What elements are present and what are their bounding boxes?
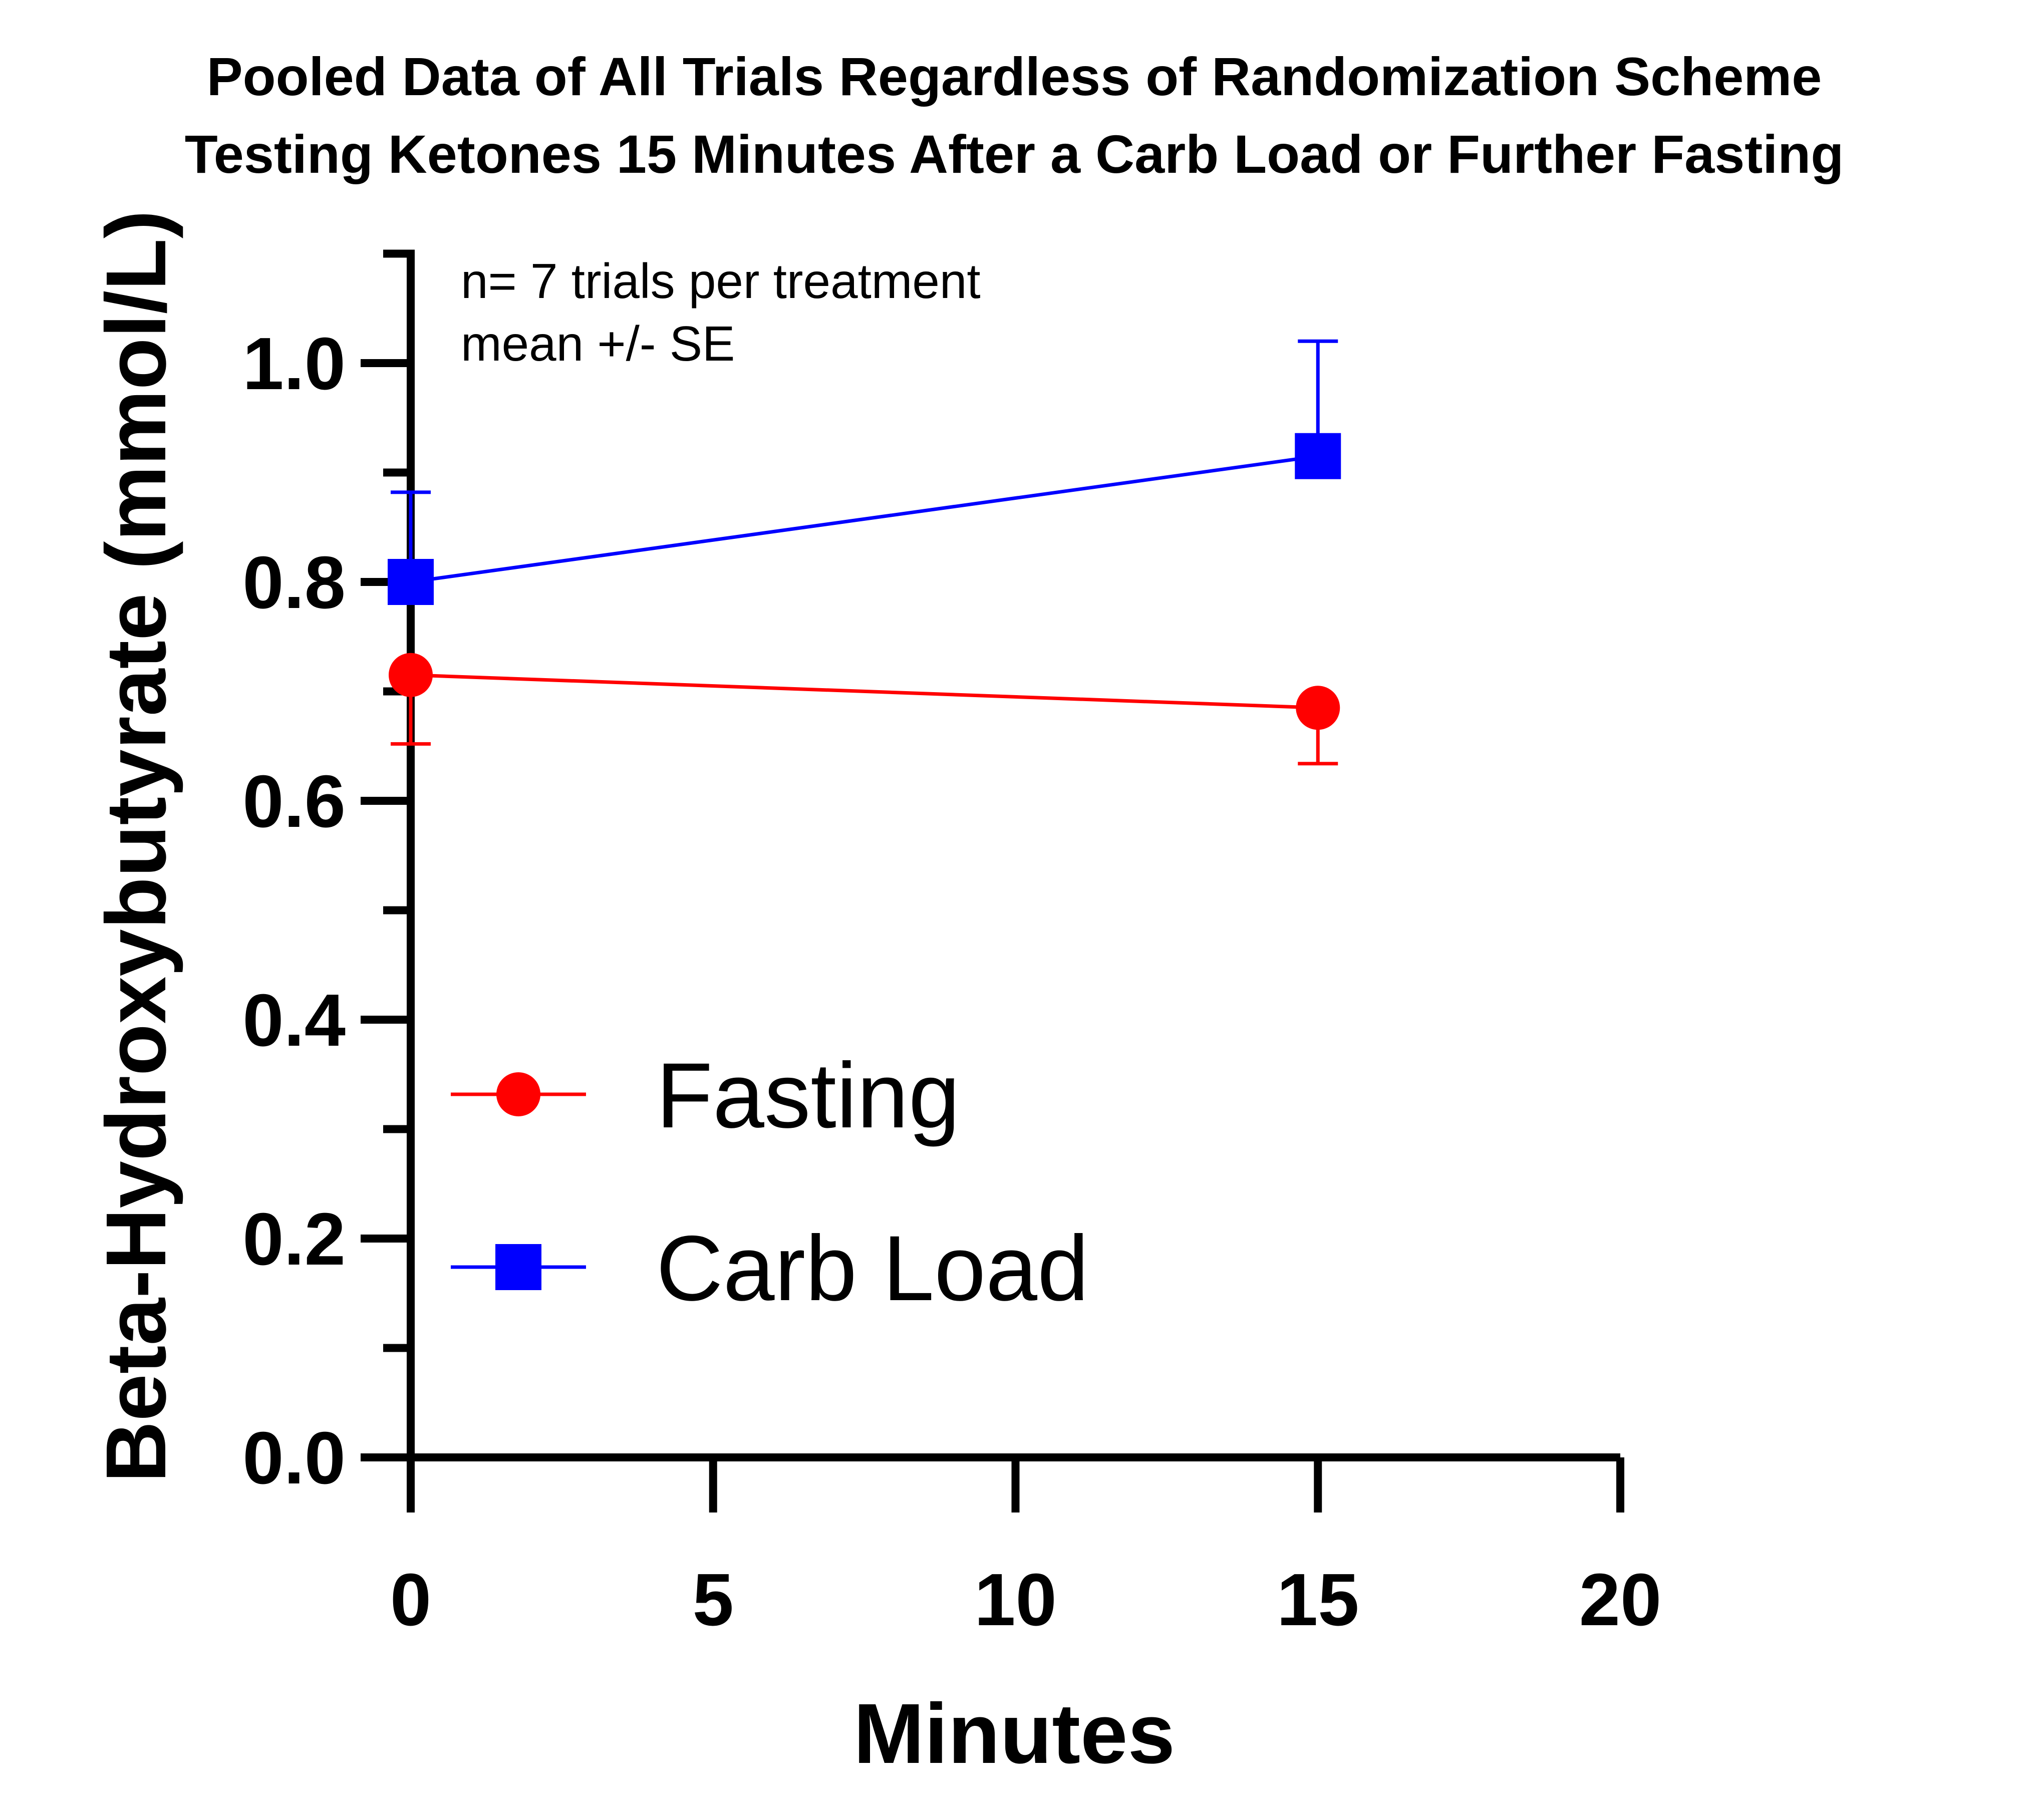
series-carb-load: [388, 339, 1341, 605]
series-line: [410, 673, 1318, 710]
x-axis-label: Minutes: [853, 1686, 1175, 1781]
series-line: [410, 454, 1318, 584]
annotation-line-2: mean +/- SE: [461, 316, 735, 371]
data-point: [388, 559, 434, 605]
legend-marker: [495, 1244, 541, 1290]
y-tick-label: 1.0: [242, 323, 346, 405]
annotation: n= 7 trials per treatment mean +/- SE: [461, 253, 981, 371]
series-layer: [388, 339, 1341, 766]
data-point: [389, 653, 433, 697]
x-tick-label: 5: [693, 1559, 734, 1641]
chart-title-line-1: Pooled Data of All Trials Regardless of …: [207, 46, 1822, 107]
y-tick-label: 0.2: [242, 1198, 346, 1281]
chart-title: Pooled Data of All Trials Regardless of …: [185, 46, 1844, 184]
data-point: [1296, 686, 1340, 730]
data-point: [1295, 433, 1341, 479]
y-tick-label: 0.0: [242, 1417, 346, 1499]
legend-item-fasting: Fasting: [451, 1044, 960, 1147]
legend: Fasting Carb Load: [451, 1044, 1089, 1320]
axes: 0.0 0.2 0.4 0.6 0.8 1.0 0 5 10 15 20: [242, 249, 1662, 1641]
legend-label: Fasting: [656, 1044, 960, 1147]
series-fasting: [389, 653, 1340, 766]
x-tick-label: 20: [1579, 1559, 1662, 1641]
y-tick-label: 0.4: [242, 979, 346, 1062]
x-tick-label: 15: [1277, 1559, 1359, 1641]
y-tick-label: 0.8: [242, 541, 346, 624]
x-tick-label: 0: [390, 1559, 431, 1641]
legend-label: Carb Load: [656, 1217, 1089, 1320]
chart-title-line-2: Testing Ketones 15 Minutes After a Carb …: [185, 124, 1844, 184]
y-tick-label: 0.6: [242, 760, 346, 843]
x-tick-label: 10: [974, 1559, 1057, 1641]
y-axis-label: Beta-Hydroxybutyrate (mmol/L): [89, 210, 184, 1483]
legend-marker: [496, 1072, 540, 1116]
annotation-line-1: n= 7 trials per treatment: [461, 253, 981, 309]
legend-item-carb-load: Carb Load: [451, 1217, 1089, 1320]
